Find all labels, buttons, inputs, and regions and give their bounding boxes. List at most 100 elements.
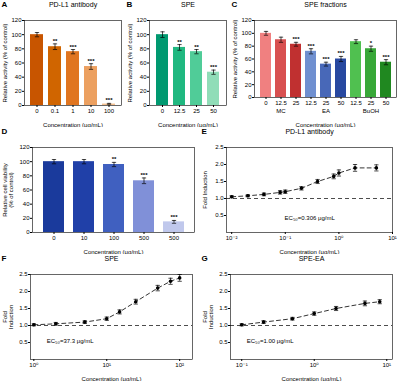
svg-text:Relative cell viability(% of c: Relative cell viability(% of control)	[2, 163, 14, 217]
svg-text:0: 0	[264, 100, 268, 106]
svg-text:500: 500	[169, 235, 180, 241]
svg-text:50: 50	[338, 100, 345, 106]
svg-text:1: 1	[71, 108, 75, 114]
svg-text:B: B	[127, 0, 133, 9]
svg-text:10⁰: 10⁰	[29, 362, 39, 368]
svg-text:60: 60	[23, 187, 30, 193]
svg-text:*: *	[370, 40, 373, 46]
svg-text:1.5: 1.5	[219, 305, 228, 311]
svg-text:10: 10	[88, 108, 95, 114]
svg-text:2.5: 2.5	[219, 271, 228, 277]
svg-text:20: 20	[23, 215, 30, 221]
svg-text:0.1: 0.1	[51, 108, 60, 114]
svg-text:0: 0	[26, 229, 30, 235]
svg-text:Relative activity (% of contro: Relative activity (% of control)	[2, 23, 8, 102]
svg-text:Relative activity (% of contro: Relative activity (% of control)	[127, 23, 133, 102]
svg-text:***: ***	[69, 44, 77, 50]
svg-text:**: **	[177, 39, 182, 45]
svg-text:***: ***	[307, 43, 315, 49]
svg-text:FoldInduction: FoldInduction	[2, 305, 14, 329]
svg-text:2.0: 2.0	[219, 288, 228, 294]
svg-text:10⁻²: 10⁻²	[226, 235, 238, 241]
svg-text:100: 100	[11, 32, 22, 38]
svg-text:0: 0	[161, 108, 165, 114]
svg-text:1.5: 1.5	[215, 178, 224, 184]
svg-text:500: 500	[139, 235, 150, 241]
svg-text:**: **	[53, 38, 58, 44]
svg-text:10: 10	[81, 235, 88, 241]
svg-text:10⁰: 10⁰	[334, 235, 344, 241]
svg-text:1.0: 1.0	[219, 322, 228, 328]
svg-text:25: 25	[193, 108, 200, 114]
svg-text:20: 20	[15, 88, 22, 94]
svg-text:***: ***	[87, 58, 95, 64]
svg-text:100: 100	[136, 32, 147, 38]
svg-text:80: 80	[140, 46, 147, 52]
svg-text:BuOH: BuOH	[363, 108, 379, 114]
svg-text:***: ***	[382, 54, 390, 60]
svg-text:EC₅₀=37.3 μg/mL: EC₅₀=37.3 μg/mL	[47, 338, 95, 344]
svg-text:EA: EA	[322, 108, 330, 114]
svg-text:E: E	[202, 127, 208, 136]
svg-text:0.5: 0.5	[219, 339, 228, 345]
svg-text:G: G	[202, 254, 208, 263]
svg-text:***: ***	[210, 64, 218, 70]
svg-text:80: 80	[15, 46, 22, 52]
svg-text:SPE: SPE	[104, 255, 118, 262]
svg-text:10⁻¹: 10⁻¹	[279, 235, 291, 241]
svg-text:60: 60	[140, 60, 147, 66]
svg-text:60: 60	[245, 56, 252, 62]
svg-text:0: 0	[248, 94, 252, 100]
svg-text:2.0: 2.0	[215, 161, 224, 167]
svg-text:SPE fractions: SPE fractions	[304, 1, 347, 8]
svg-text:10²: 10²	[175, 362, 184, 368]
svg-text:10¹: 10¹	[388, 235, 397, 241]
svg-text:A: A	[2, 0, 8, 9]
svg-text:***: ***	[337, 50, 345, 56]
svg-text:Concentration (μg/mL): Concentration (μg/mL)	[82, 376, 142, 381]
svg-text:25: 25	[293, 100, 300, 106]
svg-text:EC₅₀=0.306 μg/mL: EC₅₀=0.306 μg/mL	[285, 215, 336, 221]
svg-text:EC₅₀=1.00 μg/mL: EC₅₀=1.00 μg/mL	[247, 338, 295, 344]
svg-text:120: 120	[19, 144, 30, 150]
svg-text:2.5: 2.5	[19, 271, 28, 277]
svg-text:**: **	[112, 156, 117, 162]
svg-text:50: 50	[210, 108, 217, 114]
svg-text:FoldInduction: FoldInduction	[202, 305, 214, 329]
svg-text:50: 50	[383, 100, 390, 106]
svg-text:40: 40	[15, 74, 22, 80]
svg-text:Concentration (μg/mL): Concentration (μg/mL)	[282, 376, 342, 381]
svg-text:SPE-EA: SPE-EA	[299, 255, 325, 262]
svg-text:40: 40	[23, 201, 30, 207]
svg-text:12.5: 12.5	[275, 100, 287, 106]
svg-text:100: 100	[19, 159, 30, 165]
svg-text:0.5: 0.5	[19, 339, 28, 345]
svg-text:1.0: 1.0	[19, 322, 28, 328]
svg-text:2.5: 2.5	[215, 144, 224, 150]
svg-text:0: 0	[52, 235, 56, 241]
svg-text:60: 60	[15, 60, 22, 66]
svg-text:40: 40	[140, 74, 147, 80]
svg-text:10⁰: 10⁰	[310, 362, 320, 368]
svg-text:10⁻¹: 10⁻¹	[236, 362, 248, 368]
svg-text:Relative activity (% of contro: Relative activity (% of control)	[232, 19, 238, 98]
svg-text:0.5: 0.5	[215, 212, 224, 218]
svg-text:SPE: SPE	[181, 1, 195, 8]
svg-text:1.5: 1.5	[19, 305, 28, 311]
svg-text:10¹: 10¹	[102, 362, 111, 368]
svg-text:F: F	[2, 254, 7, 263]
svg-text:PD-L1 antibody: PD-L1 antibody	[285, 128, 334, 136]
svg-text:120: 120	[241, 17, 252, 23]
svg-text:25: 25	[323, 100, 330, 106]
svg-text:10¹: 10¹	[382, 362, 391, 368]
svg-text:0: 0	[18, 102, 22, 108]
svg-text:**: **	[194, 44, 199, 50]
svg-text:40: 40	[245, 69, 252, 75]
svg-text:120: 120	[136, 17, 147, 23]
svg-text:80: 80	[23, 173, 30, 179]
svg-text:D: D	[2, 127, 8, 136]
svg-text:100: 100	[241, 30, 252, 36]
svg-text:MC: MC	[276, 108, 286, 114]
svg-text:***: ***	[140, 172, 148, 178]
svg-text:***: ***	[170, 214, 178, 220]
